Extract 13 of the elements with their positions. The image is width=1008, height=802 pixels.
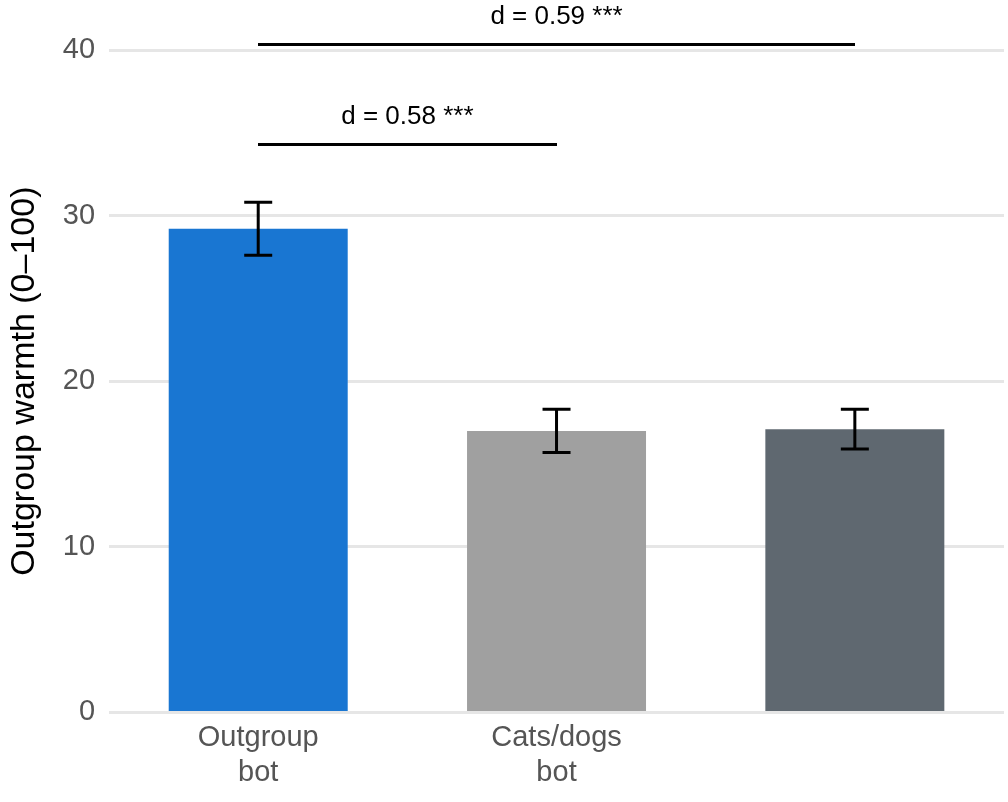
y-tick-label: 30	[62, 197, 96, 230]
annotation: d = 0.58 ***	[341, 100, 474, 131]
x-tick-label: Outgroup bot	[197, 719, 319, 787]
bar	[168, 228, 348, 711]
bar	[765, 429, 945, 711]
y-tick-label: 40	[62, 32, 96, 64]
y-tick-label: 0	[78, 694, 96, 727]
y-tick-label: 20	[62, 363, 96, 396]
text: d = 0.59 ***	[490, 0, 623, 31]
x-tick-label: Cats/dogs bot	[491, 719, 622, 787]
bar	[467, 430, 647, 711]
y-tick-label: 10	[62, 528, 96, 561]
y-axis-title: Outgroup warmth (0–100)	[2, 186, 41, 576]
